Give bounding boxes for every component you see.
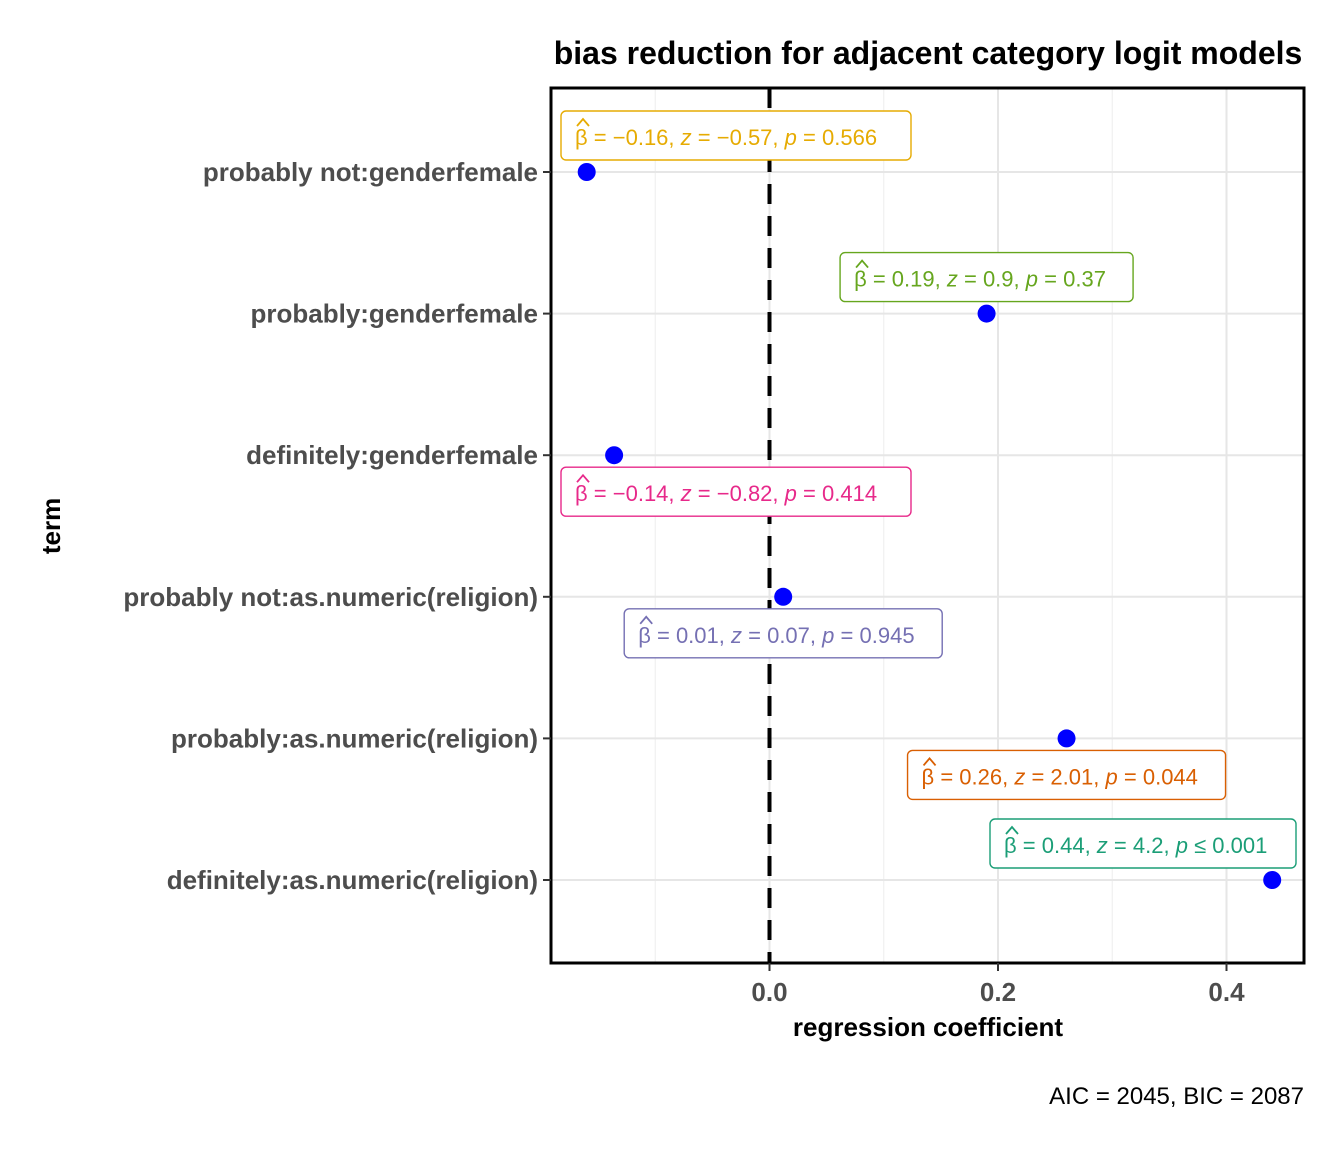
- data-point: [774, 587, 793, 606]
- y-axis: probably not:genderfemale probably:gender…: [123, 157, 551, 895]
- data-point: [605, 446, 624, 465]
- hat-icon: [639, 615, 653, 625]
- annotation-label: β = 0.01, z = 0.07, p = 0.945: [623, 608, 943, 659]
- x-axis: 0.0 0.2 0.4: [751, 963, 1245, 1007]
- chart-title: bias reduction for adjacent category log…: [554, 35, 1303, 71]
- data-point: [577, 163, 596, 181]
- x-axis-title: regression coefficient: [793, 1012, 1064, 1042]
- data-point: [1263, 871, 1282, 889]
- annotation-text: β = 0.19, z = 0.9, p = 0.37: [854, 267, 1106, 292]
- annotation-text: β = −0.16, z = −0.57, p = 0.566: [575, 125, 877, 150]
- x-tick-label: 0.2: [980, 977, 1016, 1007]
- hat-icon: [576, 117, 590, 127]
- y-tick-label: probably:as.numeric(religion): [171, 723, 538, 753]
- data-point: [977, 304, 996, 323]
- hat-icon: [1005, 825, 1019, 835]
- annotation-text: β = 0.44, z = 4.2, p ≤ 0.001: [1004, 833, 1267, 858]
- annotation-text: β = −0.14, z = −0.82, p = 0.414: [575, 481, 877, 506]
- data-point: [1057, 729, 1076, 748]
- grid: [551, 88, 1304, 963]
- annotation-label: β = 0.26, z = 2.01, p = 0.044: [906, 749, 1227, 801]
- annotation-text: β = 0.01, z = 0.07, p = 0.945: [638, 623, 914, 648]
- y-tick-label: definitely:as.numeric(religion): [167, 865, 538, 895]
- y-tick-label: probably:genderfemale: [250, 299, 538, 329]
- annotation-box: [560, 110, 912, 161]
- annotation-label: β = 0.19, z = 0.9, p = 0.37: [839, 251, 1134, 303]
- annotation-box: [906, 749, 1227, 801]
- y-tick-label: probably not:genderfemale: [203, 157, 538, 187]
- x-tick-label: 0.0: [751, 977, 787, 1007]
- annotation-box: [839, 251, 1134, 303]
- annotation-label: β = −0.14, z = −0.82, p = 0.414: [560, 466, 912, 517]
- chart-caption: AIC = 2045, BIC = 2087: [1049, 1083, 1304, 1110]
- x-tick-label: 0.4: [1208, 977, 1245, 1007]
- plot-panel-border: [549, 86, 1306, 965]
- annotation-label: β = −0.16, z = −0.57, p = 0.566: [560, 110, 912, 161]
- annotation-box: [560, 466, 912, 517]
- annotation-text: β = 0.26, z = 2.01, p = 0.044: [922, 764, 1198, 789]
- data-points: [577, 163, 1282, 889]
- annotations: β = −0.16, z = −0.57, p = 0.566 β = 0.19,…: [560, 110, 1297, 869]
- y-tick-label: probably not:as.numeric(religion): [123, 582, 538, 612]
- annotation-label: β = 0.44, z = 4.2, p ≤ 0.001: [989, 818, 1297, 869]
- annotation-box: [989, 818, 1297, 869]
- hat-icon: [922, 757, 937, 766]
- y-axis-title: term: [36, 498, 66, 554]
- annotation-box: [623, 608, 943, 659]
- hat-icon: [855, 259, 869, 269]
- hat-icon: [576, 473, 590, 483]
- y-tick-label: definitely:genderfemale: [246, 440, 538, 470]
